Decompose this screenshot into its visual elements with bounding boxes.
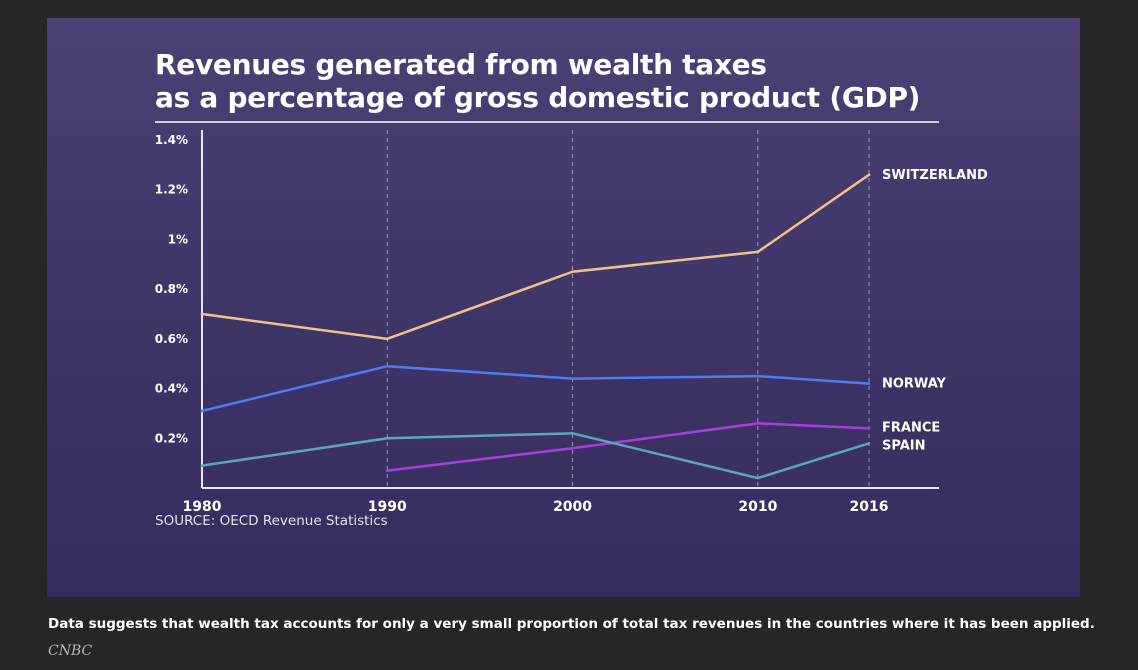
series-labels: SWITZERLAND NORWAY FRANCE SPAIN xyxy=(882,168,988,453)
data-point-france xyxy=(756,422,760,425)
y-tick-label: 0.8% xyxy=(155,282,188,296)
data-point-norway xyxy=(571,377,574,380)
data-point-spain xyxy=(571,432,574,435)
data-point-switzerland xyxy=(756,250,760,254)
chart-figure: Revenues generated from wealth taxes as … xyxy=(47,18,1080,597)
chart-title-line-1: Revenues generated from wealth taxes xyxy=(155,48,767,81)
data-point-switzerland xyxy=(385,337,389,341)
data-point-spain xyxy=(385,436,389,440)
data-point-switzerland xyxy=(571,270,574,274)
series-line-france xyxy=(386,422,871,472)
gridlines xyxy=(386,130,870,488)
data-point-switzerland xyxy=(200,312,204,316)
y-tick-label: 1.2% xyxy=(155,183,188,197)
data-point-france xyxy=(385,469,389,472)
y-tick-label: 0.6% xyxy=(155,332,188,346)
y-tick-label: 0.2% xyxy=(155,431,188,445)
series-label-france: FRANCE xyxy=(882,420,940,435)
data-point-spain xyxy=(756,476,760,480)
y-tick-label: 1.4% xyxy=(155,133,188,147)
data-point-switzerland xyxy=(867,173,871,177)
series-label-spain: SPAIN xyxy=(882,438,925,453)
x-tick-label: 2016 xyxy=(850,499,889,515)
series-line-spain xyxy=(200,432,871,480)
data-point-spain xyxy=(200,464,204,467)
data-point-spain xyxy=(867,441,871,445)
figure-caption: Data suggests that wealth tax accounts f… xyxy=(48,616,1095,632)
chart-title-line-2: as a percentage of gross domestic produc… xyxy=(155,81,921,114)
x-tick-label: 1980 xyxy=(183,499,222,515)
series-label-norway: NORWAY xyxy=(882,377,947,392)
x-tick-label: 2000 xyxy=(553,499,592,515)
chart-title: Revenues generated from wealth taxes as … xyxy=(155,48,955,114)
data-point-norway xyxy=(200,409,204,413)
data-point-france xyxy=(571,446,574,450)
line-chart: 0.2% 0.4% 0.6% 0.8% 1% 1.2% 1.4% 1980 1990 2000 20… xyxy=(155,121,988,515)
data-point-norway xyxy=(756,374,760,378)
y-tick-label: 1% xyxy=(168,232,188,246)
series-label-switzerland: SWITZERLAND xyxy=(882,168,988,183)
series-line-norway xyxy=(200,364,871,413)
x-tick-label: 2010 xyxy=(738,499,777,515)
x-tick-label: 1990 xyxy=(368,499,407,515)
data-point-france xyxy=(867,427,871,430)
data-series xyxy=(200,173,871,480)
y-tick-label: 0.4% xyxy=(155,382,188,396)
data-point-norway xyxy=(385,364,389,368)
series-line-switzerland xyxy=(200,173,871,341)
image-credit: CNBC xyxy=(48,643,93,659)
axes: 0.2% 0.4% 0.6% 0.8% 1% 1.2% 1.4% 1980 1990 2000 20… xyxy=(155,130,939,515)
data-point-norway xyxy=(867,382,871,385)
source-note: SOURCE: OECD Revenue Statistics xyxy=(155,513,388,529)
